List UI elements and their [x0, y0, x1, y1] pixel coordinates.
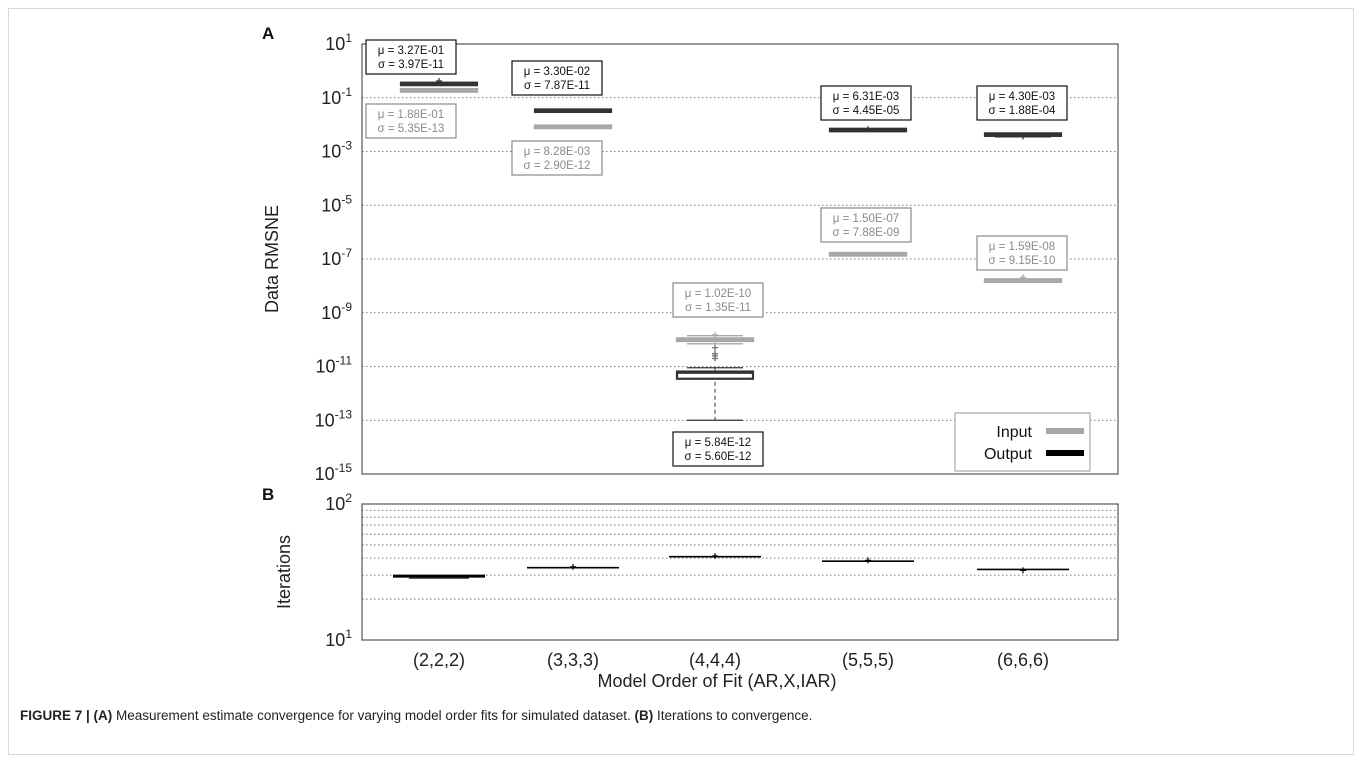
panel-label-b: B	[262, 485, 274, 504]
ytick-label-b-1: 102	[325, 491, 352, 514]
annotation-output-4-box	[976, 85, 1068, 121]
y-axis-label-a: Data RMSNE	[262, 205, 282, 313]
ytick-label-a-7: 10-13	[315, 407, 353, 430]
ytick-label-a-1: 10-1	[321, 85, 352, 108]
outlier-input-2-0	[712, 331, 718, 338]
outlier-input-4-0	[1020, 274, 1026, 281]
annotation-input-3-sigma: σ = 7.88E-09	[833, 227, 900, 239]
figure-chart: 101 10-1 10-3 10-5 10-7 10-9 10-11 10-13 10-15 A D…	[262, 24, 1119, 691]
annotation-input-0-box	[365, 103, 457, 139]
annotation-output-3-mu: μ = 6.31E-03	[833, 91, 899, 103]
annotation-input-4-mu: μ = 1.59E-08	[989, 241, 1055, 253]
plot-frame-a	[361, 43, 1119, 475]
figure-frame	[8, 8, 1354, 755]
y-axis-label-b: Iterations	[274, 535, 294, 609]
annotation-output-4: μ = 4.30E-03 σ = 1.88E-04	[976, 85, 1068, 121]
outlier-output-4-0	[1020, 133, 1026, 140]
annotation-input-2-mu: μ = 1.02E-10	[685, 288, 751, 300]
annotation-output-0-box	[365, 39, 457, 75]
annotation-input-0: μ = 1.88E-01 σ = 5.35E-13	[365, 103, 457, 139]
annotation-output-0-sigma: σ = 3.97E-11	[378, 59, 444, 71]
annotation-input-4-sigma: σ = 9.15E-10	[989, 255, 1056, 267]
annotation-input-2-sigma: σ = 1.35E-11	[685, 302, 751, 314]
annotation-input-3-box	[820, 207, 912, 243]
annotation-output-2-box	[672, 431, 764, 467]
xtick-label-1: (3,3,3)	[547, 650, 599, 670]
annotation-input-2-box	[672, 282, 764, 318]
annotation-output-1-box	[511, 60, 603, 96]
annotation-input-4-box	[976, 235, 1068, 271]
caption-label-b: (B)	[634, 708, 654, 723]
figure-caption: FIGURE 7 | (A) Measurement estimate conv…	[20, 708, 1340, 723]
annotation-input-3-mu: μ = 1.50E-07	[833, 213, 899, 225]
annotation-output-3: μ = 6.31E-03 σ = 4.45E-05	[820, 85, 912, 121]
annotation-input-3: μ = 1.50E-07 σ = 7.88E-09	[820, 207, 912, 243]
ytick-label-a-8: 10-15	[315, 461, 353, 484]
caption-text-a: Measurement estimate convergence for var…	[112, 708, 635, 723]
ytick-label-a-2: 10-3	[321, 139, 352, 162]
caption-text-b: Iterations to convergence.	[653, 708, 813, 723]
xtick-label-0: (2,2,2)	[413, 650, 465, 670]
annotation-input-1-mu: μ = 8.28E-03	[524, 146, 590, 158]
x-axis-label: Model Order of Fit (AR,X,IAR)	[597, 671, 836, 691]
panel-label-a: A	[262, 24, 274, 43]
box-output-2	[675, 370, 755, 380]
outlier-iterations-3-0	[865, 557, 871, 564]
plot-frame-b	[361, 503, 1119, 641]
annotation-output-0: μ = 3.27E-01 σ = 3.97E-11	[365, 39, 457, 75]
annotation-output-2-mu: μ = 5.84E-12	[685, 437, 751, 449]
legend-label-output: Output	[984, 446, 1033, 463]
annotation-output-0-mu: μ = 3.27E-01	[378, 45, 444, 57]
annotation-input-1: μ = 8.28E-03 σ = 2.90E-12	[511, 140, 603, 176]
outlier-iterations-4-0	[1020, 567, 1026, 574]
annotation-input-0-sigma: σ = 5.35E-13	[378, 123, 445, 135]
xtick-label-4: (6,6,6)	[997, 650, 1049, 670]
caption-label-a: FIGURE 7 | (A)	[20, 708, 113, 723]
legend-box	[954, 412, 1091, 472]
outlier-extra-444-3	[712, 355, 718, 362]
outlier-output-0-0	[436, 78, 442, 85]
annotation-output-3-sigma: σ = 4.45E-05	[833, 105, 900, 117]
outlier-output-3-0	[865, 126, 871, 133]
ytick-label-a-5: 10-9	[321, 300, 352, 323]
annotation-output-2-sigma: σ = 5.60E-12	[685, 451, 752, 463]
xtick-label-2: (4,4,4)	[689, 650, 741, 670]
annotation-output-3-box	[820, 85, 912, 121]
outlier-iterations-1-0	[570, 563, 576, 570]
outlier-extra-444-0	[712, 344, 718, 351]
ytick-label-a-3: 10-5	[321, 192, 352, 215]
annotation-input-2: μ = 1.02E-10 σ = 1.35E-11	[672, 282, 764, 318]
ytick-label-a-0: 101	[325, 31, 352, 54]
legend-label-input: Input	[996, 424, 1032, 441]
annotation-output-4-mu: μ = 4.30E-03	[989, 91, 1055, 103]
annotation-input-1-sigma: σ = 2.90E-12	[524, 160, 591, 172]
legend: Input Output	[954, 412, 1091, 472]
annotation-output-2: μ = 5.84E-12 σ = 5.60E-12	[672, 431, 764, 467]
annotation-input-0-mu: μ = 1.88E-01	[378, 109, 444, 121]
annotation-input-4: μ = 1.59E-08 σ = 9.15E-10	[976, 235, 1068, 271]
annotation-output-1-mu: μ = 3.30E-02	[524, 66, 590, 78]
ytick-label-a-6: 10-11	[316, 354, 353, 377]
annotation-input-1-box	[511, 140, 603, 176]
annotation-output-1: μ = 3.30E-02 σ = 7.87E-11	[511, 60, 603, 96]
annotation-output-1-sigma: σ = 7.87E-11	[524, 80, 590, 92]
outlier-iterations-2-0	[712, 552, 718, 559]
annotation-output-4-sigma: σ = 1.88E-04	[989, 105, 1056, 117]
ytick-label-a-4: 10-7	[321, 246, 352, 269]
ytick-label-b-0: 101	[325, 627, 352, 650]
xtick-label-3: (5,5,5)	[842, 650, 894, 670]
